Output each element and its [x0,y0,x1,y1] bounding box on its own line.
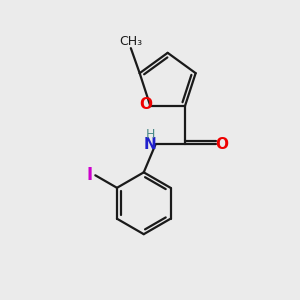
Text: O: O [140,97,152,112]
Text: I: I [87,166,93,184]
Text: H: H [146,128,155,142]
Text: N: N [144,137,157,152]
Text: O: O [215,137,228,152]
Text: CH₃: CH₃ [119,35,142,48]
